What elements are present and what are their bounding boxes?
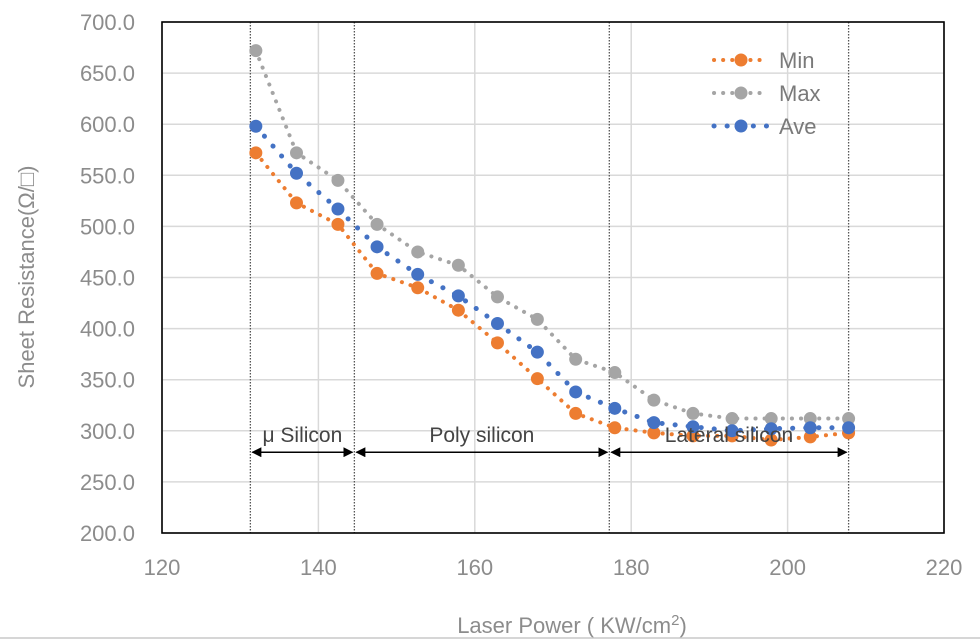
x-tick-label: 180: [613, 555, 650, 580]
data-point: [331, 173, 345, 187]
data-point: [686, 420, 700, 434]
data-point: [647, 416, 661, 430]
series-max: [249, 44, 856, 426]
data-point: [451, 289, 465, 303]
data-point: [569, 352, 583, 366]
data-point: [569, 385, 583, 399]
x-axis-title-end: ): [679, 613, 686, 638]
data-point: [842, 421, 856, 435]
data-point: [490, 316, 504, 330]
y-tick-label: 650.0: [80, 61, 135, 86]
region-label: μ Silicon: [262, 424, 342, 447]
data-point: [530, 345, 544, 359]
data-point: [569, 406, 583, 420]
x-axis-title-main: Laser Power ( KW/cm: [457, 613, 671, 638]
data-point: [530, 312, 544, 326]
data-point: [249, 146, 263, 160]
x-tick-label: 120: [144, 555, 181, 580]
data-point: [331, 202, 345, 216]
data-point: [451, 303, 465, 317]
x-tick-label: 160: [456, 555, 493, 580]
data-point: [608, 401, 622, 415]
data-point: [842, 412, 856, 426]
series-line: [253, 150, 851, 443]
legend-marker: [734, 86, 748, 100]
x-tick-label: 140: [300, 555, 337, 580]
data-point: [370, 217, 384, 231]
data-point: [249, 44, 263, 58]
data-point: [411, 281, 425, 295]
y-tick-label: 550.0: [80, 163, 135, 188]
y-tick-label: 450.0: [80, 266, 135, 291]
x-axis-title-sup: 2: [671, 612, 679, 629]
legend-marker: [734, 53, 748, 67]
series-min: [249, 146, 856, 447]
data-series: [249, 44, 856, 447]
legend-label: Min: [779, 48, 814, 73]
series-line: [253, 48, 851, 421]
data-point: [290, 166, 304, 180]
y-tick-label: 500.0: [80, 214, 135, 239]
data-point: [764, 433, 778, 447]
data-point: [331, 217, 345, 231]
data-point: [764, 412, 778, 426]
y-tick-label: 350.0: [80, 368, 135, 393]
legend-item-max: Max: [712, 81, 821, 106]
data-point: [370, 240, 384, 254]
data-point: [249, 119, 263, 133]
legend: Min Max Ave: [711, 48, 821, 139]
x-tick-label: 220: [926, 555, 963, 580]
data-point: [411, 245, 425, 259]
y-tick-label: 200.0: [80, 521, 135, 546]
region-label: Poly silicon: [429, 424, 534, 447]
plot-frame: [161, 21, 945, 534]
data-point: [451, 258, 465, 272]
data-point: [725, 424, 739, 438]
legend-label: Ave: [779, 114, 817, 139]
region-label: Lateral silicon: [665, 424, 793, 447]
data-point: [686, 429, 700, 443]
data-point: [490, 290, 504, 304]
region-annotations: μ Silicon Poly silicon Lateral silicon: [251, 424, 848, 458]
data-point: [803, 412, 817, 426]
legend-label: Max: [779, 81, 821, 106]
series-line: [253, 123, 852, 434]
data-point: [764, 422, 778, 436]
legend-item-min: Min: [712, 48, 814, 73]
data-point: [647, 426, 661, 440]
y-tick-label: 700.0: [80, 10, 135, 35]
y-tick-label: 250.0: [80, 470, 135, 495]
gridlines: [161, 21, 945, 534]
legend-marker: [734, 119, 748, 133]
data-point: [803, 430, 817, 444]
plot-border: [161, 21, 945, 534]
data-point: [490, 336, 504, 350]
x-axis-title: Laser Power ( KW/cm2): [457, 612, 687, 638]
data-point: [608, 366, 622, 380]
legend-item-ave: Ave: [711, 114, 817, 139]
data-point: [686, 406, 700, 420]
y-axis-title: Sheet Resistance(Ω/□): [14, 166, 39, 389]
data-point: [411, 267, 425, 281]
data-point: [530, 372, 544, 386]
x-axis-ticks: 120 140 160 180 200 220: [144, 555, 963, 580]
y-tick-label: 600.0: [80, 112, 135, 137]
data-point: [647, 393, 661, 407]
series-ave: [249, 119, 856, 438]
data-point: [290, 196, 304, 210]
region-boundaries: [249, 22, 850, 533]
data-point: [803, 421, 817, 435]
data-point: [608, 421, 622, 435]
x-tick-label: 200: [769, 555, 806, 580]
y-tick-label: 400.0: [80, 317, 135, 342]
data-point: [725, 412, 739, 426]
data-point: [370, 266, 384, 280]
y-tick-label: 300.0: [80, 419, 135, 444]
data-point: [290, 146, 304, 160]
y-axis-ticks: 200.0 250.0 300.0 350.0 400.0 450.0 500.0 550.0…: [80, 10, 135, 546]
